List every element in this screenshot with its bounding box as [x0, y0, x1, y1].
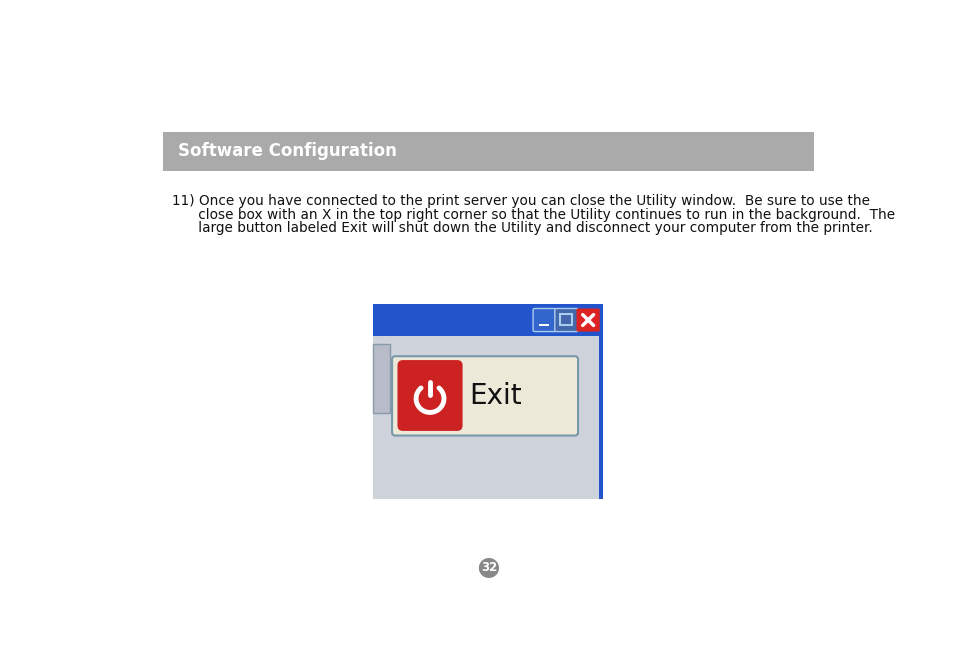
FancyBboxPatch shape: [397, 360, 462, 431]
FancyBboxPatch shape: [598, 336, 602, 499]
Text: Exit: Exit: [468, 382, 521, 410]
Circle shape: [478, 558, 498, 578]
FancyBboxPatch shape: [533, 309, 556, 332]
FancyBboxPatch shape: [561, 316, 570, 324]
FancyBboxPatch shape: [392, 356, 578, 436]
Text: close box with an X in the top right corner so that the Utility continues to run: close box with an X in the top right cor…: [172, 207, 894, 221]
Text: Software Configuration: Software Configuration: [178, 142, 396, 160]
Text: 32: 32: [480, 561, 497, 575]
Text: large button labeled Exit will shut down the Utility and disconnect your compute: large button labeled Exit will shut down…: [172, 221, 872, 235]
Text: 11) Once you have connected to the print server you can close the Utility window: 11) Once you have connected to the print…: [172, 194, 869, 207]
FancyBboxPatch shape: [555, 309, 578, 332]
FancyBboxPatch shape: [373, 304, 602, 336]
FancyBboxPatch shape: [537, 324, 549, 327]
FancyBboxPatch shape: [576, 309, 599, 332]
FancyBboxPatch shape: [163, 132, 814, 171]
FancyBboxPatch shape: [373, 336, 602, 499]
FancyBboxPatch shape: [373, 344, 390, 413]
